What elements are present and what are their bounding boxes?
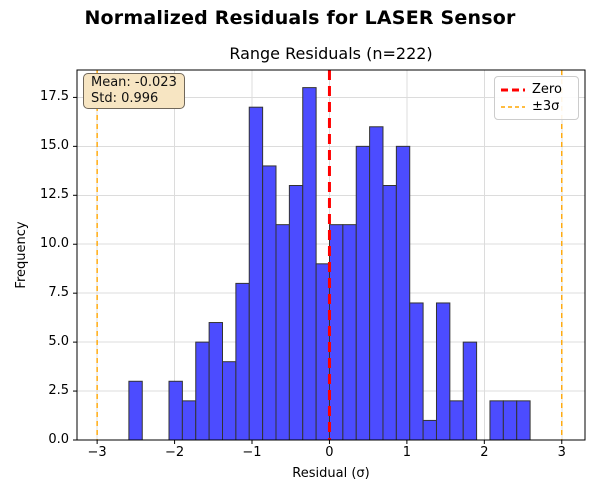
histogram-bar	[382, 185, 397, 441]
histogram-bar	[435, 302, 451, 441]
x-tick-label: −3	[87, 445, 107, 460]
plot-border	[76, 69, 586, 441]
x-tick-label: 0	[325, 445, 334, 460]
stats-std-text: Std: 0.996	[91, 90, 159, 106]
legend-label-sigma: ±3σ	[532, 99, 560, 114]
y-tick-label: 17.5	[40, 89, 69, 105]
legend: Zero ±3σ	[494, 76, 579, 120]
sigma-line-sample-icon	[501, 105, 525, 108]
histogram-bar	[181, 400, 197, 441]
y-tick-label: 12.5	[40, 187, 69, 203]
histogram-bar	[409, 302, 424, 441]
stats-annotation-box: Mean: -0.023 Std: 0.996	[83, 73, 185, 109]
histogram-bar	[449, 400, 464, 441]
histogram-bar	[355, 145, 371, 441]
histogram-bar	[128, 380, 143, 441]
y-tick-label: 0.0	[48, 432, 69, 447]
histogram-bar	[275, 224, 290, 441]
zero-line-sample-icon	[501, 88, 525, 91]
histogram-bar	[516, 400, 531, 441]
histogram-bar	[342, 224, 357, 441]
x-axis-label: Residual (σ)	[292, 466, 370, 481]
y-tick-label: 10.0	[40, 236, 69, 252]
histogram-bar	[395, 145, 411, 441]
figure-title: Normalized Residuals for LASER Sensor	[84, 7, 516, 29]
histogram-bar	[369, 126, 384, 441]
x-tick-label: −2	[164, 445, 185, 460]
histogram-bar	[302, 87, 317, 441]
histogram-bar	[248, 106, 264, 441]
histogram-bar	[262, 165, 277, 441]
histogram-bar	[489, 400, 504, 441]
histogram-bar	[328, 224, 344, 441]
x-tick-label: 3	[557, 445, 566, 460]
legend-label-zero: Zero	[532, 82, 562, 97]
histogram-bar	[288, 185, 304, 441]
stats-mean-text: Mean: -0.023	[91, 75, 177, 90]
histogram-bar	[222, 361, 237, 441]
x-tick-label: −1	[242, 445, 262, 460]
histogram-bar	[235, 282, 250, 441]
y-tick-label: 2.5	[48, 383, 69, 399]
y-tick-label: 15.0	[40, 138, 69, 154]
histogram-bar	[168, 380, 183, 441]
histogram-bar	[462, 341, 478, 441]
y-tick-label: 7.5	[48, 285, 69, 301]
x-tick-label: 2	[480, 445, 489, 460]
legend-item-sigma: ±3σ	[501, 98, 572, 115]
axes-title: Range Residuals (n=222)	[229, 44, 433, 63]
histogram-bar	[502, 400, 518, 441]
histogram-bar	[195, 341, 210, 441]
histogram-bar	[208, 322, 224, 441]
y-tick-label: 5.0	[48, 334, 69, 350]
histogram-bar	[315, 263, 330, 441]
x-tick-label: 1	[402, 445, 412, 460]
legend-item-zero: Zero	[501, 81, 572, 98]
histogram-bar	[422, 419, 437, 441]
